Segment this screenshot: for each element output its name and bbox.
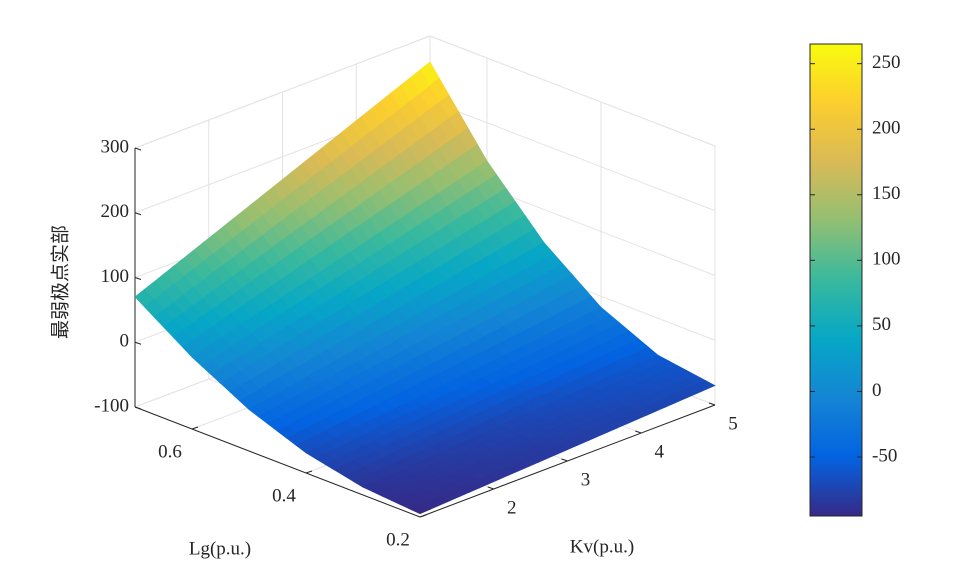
colorbar-tick-label: 50: [872, 314, 891, 335]
axes-front: -100 0 100 200 300 0.2 0.4 0.6 2 3 4 5: [94, 136, 738, 550]
z-axis-label: 最弱极点实部: [49, 225, 71, 339]
x-axis-label: Lg(p.u.): [189, 538, 251, 559]
y-axis-label: Kv(p.u.): [570, 536, 634, 557]
y-tick-label: 5: [728, 413, 738, 434]
y-tick-label: 2: [507, 497, 517, 518]
x-tick-label: 0.2: [386, 529, 410, 550]
grid-line: [429, 100, 716, 212]
y-tick: [487, 486, 494, 490]
box-edge: [429, 35, 716, 147]
y-tick-label: 4: [655, 441, 665, 462]
z-tick: [134, 212, 142, 216]
z-tick-label: 100: [101, 266, 130, 287]
x-tick: [191, 426, 199, 430]
z-tick: [134, 277, 142, 280]
x-tick-label: 0.4: [272, 485, 296, 506]
colorbar-tick-label: 100: [872, 249, 901, 270]
x-axis-line: [134, 406, 421, 518]
colorbar-tick-label: 200: [872, 118, 901, 139]
y-tick-label: 3: [581, 469, 591, 490]
y-tick: [561, 458, 568, 462]
surface-patch: [409, 504, 431, 515]
box-edge: [134, 35, 431, 149]
colorbar-tick-label: 150: [872, 183, 901, 204]
colorbar-tick-label: -50: [872, 445, 897, 466]
y-tick: [635, 430, 642, 434]
y-tick: [708, 402, 716, 406]
colorbar: [809, 43, 863, 517]
z-tick: [134, 147, 142, 151]
x-tick-label: 0.6: [158, 441, 182, 462]
z-tick-label: 300: [101, 136, 130, 157]
z-tick: [134, 341, 142, 345]
colorbar-tick-label: 0: [872, 380, 882, 401]
z-tick-label: 0: [120, 331, 130, 352]
x-tick: [419, 514, 427, 518]
colorbar-tick-label: 250: [872, 52, 901, 73]
z-tick-label: -100: [94, 395, 129, 416]
z-tick: [134, 406, 142, 410]
x-tick: [305, 470, 313, 474]
surface: [134, 61, 716, 515]
z-tick-label: 200: [101, 201, 130, 222]
